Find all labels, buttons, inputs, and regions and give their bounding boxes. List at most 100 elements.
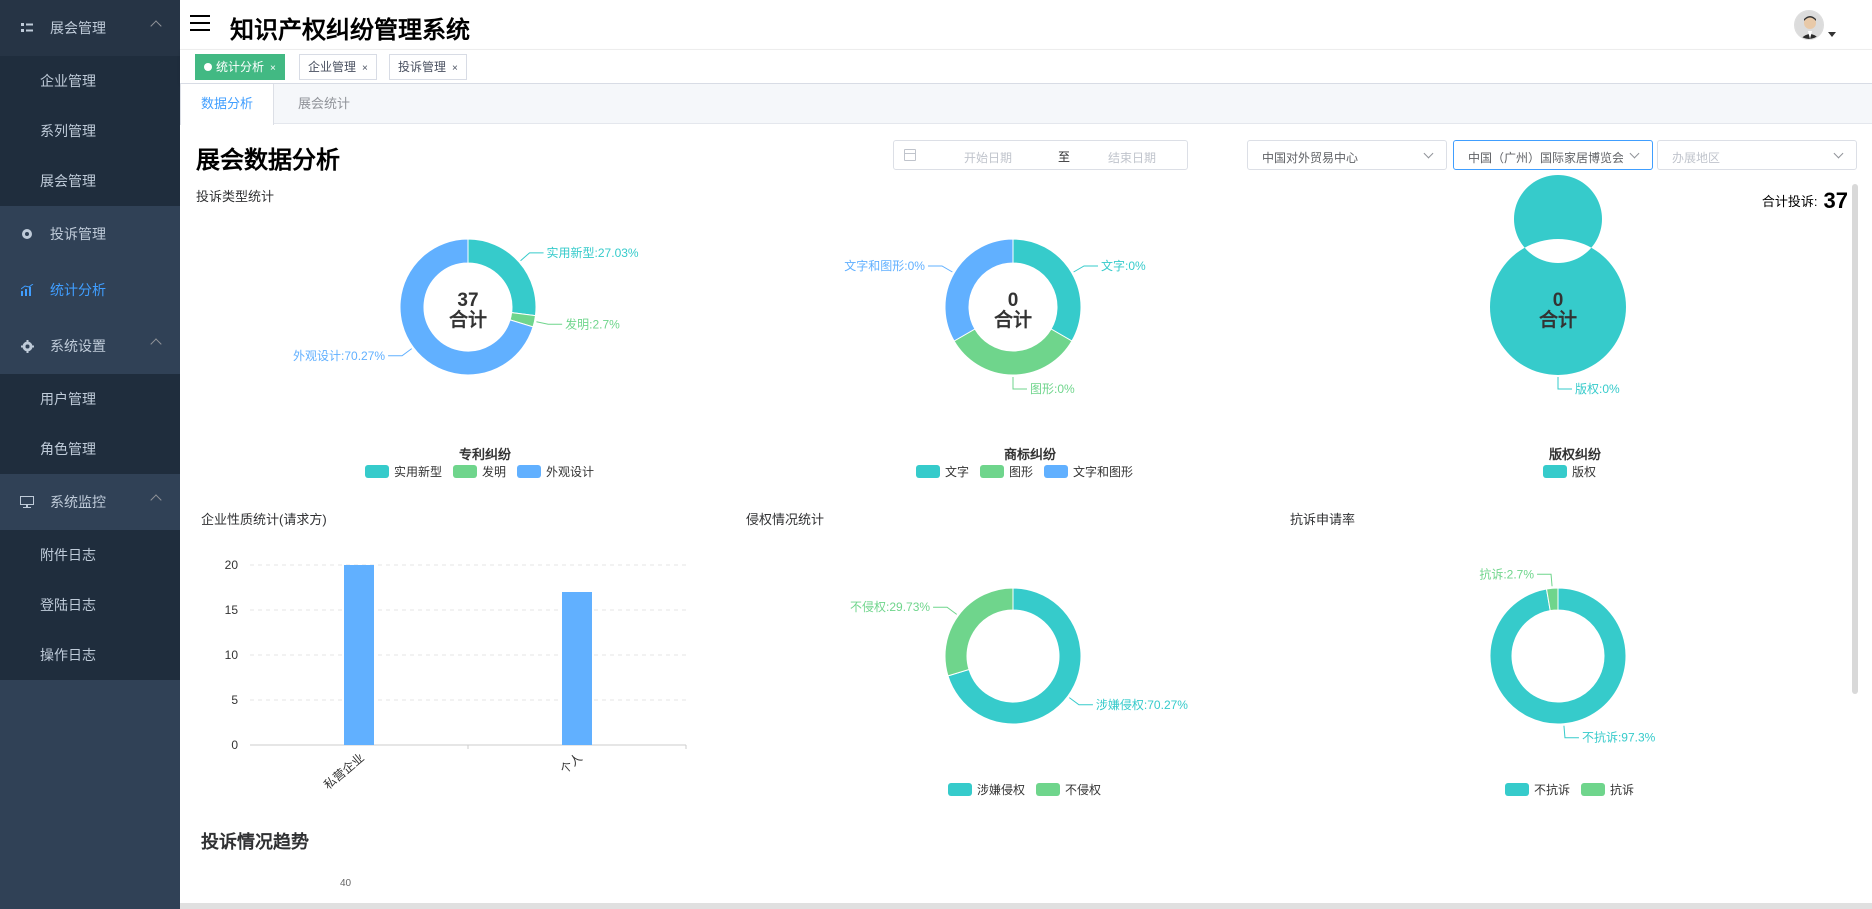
data-label: 抗诉:2.7% <box>1479 566 1534 581</box>
label-line <box>1012 377 1027 390</box>
data-label: 发明:2.7% <box>565 316 620 331</box>
navbar: 知识产权纠纷管理系统 <box>180 0 1872 50</box>
menu-user-management[interactable]: 用户管理 <box>40 391 96 407</box>
data-label: 外观设计:70.27% <box>293 349 385 363</box>
region-select[interactable]: 办展地区 <box>1657 140 1857 170</box>
center-label: 合计 <box>994 308 1032 331</box>
data-label: 版权:0% <box>1575 382 1620 396</box>
tag-label: 企业管理 <box>308 60 357 74</box>
legend-swatch <box>980 465 1004 478</box>
main-content: 数据分析 展会统计 展会数据分析 开始日期 至 结束日期 中国对外贸易中心 中国… <box>180 84 1872 909</box>
total-value: 37 <box>1823 188 1848 213</box>
list-icon <box>20 21 34 35</box>
menu-system-monitor[interactable]: 系统监控 <box>0 474 180 530</box>
date-separator: 至 <box>1058 150 1071 164</box>
menu-exhibition-sub[interactable]: 展会管理 <box>40 173 96 189</box>
data-label: 文字和图形:0% <box>844 258 925 273</box>
date-end-input[interactable]: 结束日期 <box>1108 151 1157 165</box>
page-title: 展会数据分析 <box>196 147 340 174</box>
data-label: 文字:0% <box>1101 258 1146 273</box>
monitor-icon <box>20 495 34 509</box>
submenu-settings: 用户管理 角色管理 <box>0 374 180 474</box>
tab-bar: 数据分析 展会统计 <box>180 84 1872 125</box>
data-label: 实用新型:27.03% <box>547 245 639 260</box>
label-line <box>520 252 544 262</box>
menu-enterprise-management[interactable]: 企业管理 <box>40 73 96 89</box>
chart-title: 专利纠纷 <box>459 447 512 462</box>
scrollbar[interactable] <box>1852 184 1858 694</box>
legend-label: 实用新型 <box>394 464 442 479</box>
menu-attachment-log[interactable]: 附件日志 <box>40 547 96 563</box>
bar <box>562 592 592 745</box>
hamburger-icon[interactable] <box>190 15 210 33</box>
label-line <box>933 606 958 615</box>
caret-down-icon[interactable] <box>1828 32 1836 37</box>
legend-label: 不抗诉 <box>1534 782 1570 797</box>
chevron-up-icon <box>150 20 162 32</box>
label-line <box>536 321 563 325</box>
y-tick-label: 0 <box>231 738 238 752</box>
x-tick-label: 个人 <box>558 751 585 777</box>
menu-label: 系统设置 <box>50 338 106 354</box>
data-label: 不侵权:29.73% <box>850 599 930 614</box>
exhibition-select[interactable]: 中国（广州）国际家居博览会 <box>1453 140 1653 170</box>
venue-select[interactable]: 中国对外贸易中心 <box>1247 140 1447 170</box>
total-complaints: 合计投诉: 37 <box>1762 188 1848 214</box>
menu-complaint-management[interactable]: 投诉管理 <box>0 206 180 262</box>
label-line <box>1557 377 1572 390</box>
submenu-monitor: 附件日志 登陆日志 操作日志 <box>0 530 180 680</box>
menu-system-settings[interactable]: 系统设置 <box>0 318 180 374</box>
menu-series-management[interactable]: 系列管理 <box>40 123 96 139</box>
app-title: 知识产权纠纷管理系统 <box>230 17 470 44</box>
legend-label: 抗诉 <box>1610 782 1634 797</box>
y-tick-label: 15 <box>225 603 239 617</box>
menu-operation-log[interactable]: 操作日志 <box>40 647 96 663</box>
center-label: 合计 <box>449 308 487 331</box>
avatar[interactable] <box>1794 10 1824 40</box>
enterprise-nature-label: 企业性质统计(请求方) <box>201 512 327 527</box>
dot-icon <box>204 62 212 71</box>
label-line <box>388 348 413 357</box>
horizontal-scrollbar[interactable] <box>180 903 1872 909</box>
tag-statistics[interactable]: 统计分析 × <box>195 54 285 80</box>
tag-enterprise[interactable]: 企业管理 × <box>299 54 377 80</box>
pie-slice <box>1489 587 1627 725</box>
infringement-label: 侵权情况统计 <box>746 512 825 527</box>
close-icon[interactable]: × <box>362 63 368 74</box>
menu-login-log[interactable]: 登陆日志 <box>40 597 96 613</box>
center-value: 37 <box>457 290 478 311</box>
menu-statistics[interactable]: 统计分析 <box>0 262 180 318</box>
date-start-input[interactable]: 开始日期 <box>964 151 1013 165</box>
pie-slice <box>944 587 1014 677</box>
legend-label: 不侵权 <box>1065 782 1101 797</box>
center-value: 0 <box>1008 290 1019 311</box>
close-icon[interactable]: × <box>270 63 276 74</box>
close-icon[interactable]: × <box>452 63 458 74</box>
menu-role-management[interactable]: 角色管理 <box>40 441 96 457</box>
pie-slice <box>399 238 534 376</box>
y-tick-label: 20 <box>225 558 239 572</box>
tab-exhibition-stats[interactable]: 展会统计 <box>298 96 351 111</box>
menu-exhibition-management[interactable]: 展会管理 <box>0 0 180 56</box>
legend-label: 发明 <box>482 464 506 479</box>
tab-data-analysis[interactable]: 数据分析 <box>180 84 275 125</box>
bar <box>344 565 374 745</box>
tags-view: 统计分析 × 企业管理 × 投诉管理 × <box>180 50 1872 84</box>
tag-label: 统计分析 <box>216 60 265 74</box>
label-line <box>1068 697 1093 706</box>
data-label: 图形:0% <box>1030 382 1075 396</box>
total-label-text: 合计投诉: <box>1761 194 1818 209</box>
legend-label: 文字和图形 <box>1073 464 1133 479</box>
calendar-icon <box>904 149 916 161</box>
pie-slice <box>944 238 1014 342</box>
date-range-picker[interactable]: 开始日期 至 结束日期 <box>893 140 1188 170</box>
region-placeholder: 办展地区 <box>1672 151 1721 165</box>
exhibition-value: 中国（广州）国际家居博览会 <box>1468 151 1623 165</box>
appeal-rate-label: 抗诉申请率 <box>1290 512 1356 527</box>
y-tick-label: 5 <box>231 693 238 707</box>
x-tick-label: 私营企业 <box>321 750 367 792</box>
legend-swatch <box>517 465 541 478</box>
tag-complaint[interactable]: 投诉管理 × <box>389 54 467 80</box>
menu-label: 投诉管理 <box>50 226 106 242</box>
menu-label: 系统监控 <box>50 494 106 510</box>
